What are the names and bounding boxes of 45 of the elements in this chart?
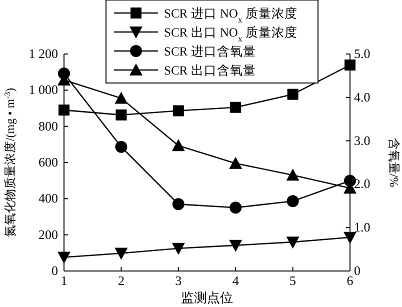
y-tick-label: 0 — [52, 263, 58, 278]
y2-tick-label: 4.0 — [354, 89, 370, 104]
x-tick-label: 2 — [118, 273, 124, 288]
point — [172, 242, 185, 255]
x-tick-label: 5 — [290, 273, 296, 288]
point — [344, 60, 356, 71]
point — [229, 240, 242, 252]
x-tick-label: 3 — [175, 273, 182, 288]
y2-tick-label: 0 — [354, 263, 360, 278]
y2-axis-title: 含氧量/% — [387, 138, 401, 188]
point — [115, 140, 128, 153]
y-tick-label: 1 200 — [28, 46, 58, 61]
y-tick-label: 200 — [38, 226, 58, 242]
point — [286, 195, 299, 208]
point — [229, 156, 242, 169]
legend-label: SCR 出口 NO$_{x}$ 质量浓度 — [164, 24, 298, 44]
y2-tick-label: 2.0 — [354, 176, 370, 192]
y-tick-label: 600 — [38, 154, 58, 170]
point — [172, 105, 184, 116]
y2-tick-label: 3.0 — [354, 132, 370, 148]
point — [230, 102, 242, 113]
point — [286, 236, 300, 249]
y2-tick-label: 1.0 — [354, 220, 370, 235]
point — [172, 139, 185, 152]
y-tick-label: 800 — [38, 118, 58, 134]
legend-label: SCR 进口 NO$_{x}$ 质量浓度 — [164, 6, 298, 24]
point — [58, 104, 70, 116]
point — [344, 232, 356, 244]
legend-label: SCR 出口含氧量 — [164, 64, 256, 78]
point — [286, 168, 300, 181]
point — [172, 198, 184, 210]
x-axis-title: 监测点位 — [181, 290, 233, 305]
point — [114, 248, 128, 260]
y-tick-label: 400 — [38, 190, 58, 206]
point — [114, 92, 128, 104]
point — [287, 88, 298, 100]
x-tick-label: 1 — [60, 273, 68, 288]
y2-tick-label: 5.0 — [354, 46, 370, 61]
point — [230, 202, 242, 214]
point — [116, 109, 127, 120]
x-tick-label: 4 — [232, 273, 240, 288]
y-tick-label: 1 000 — [28, 82, 58, 98]
legend-label: SCR 进口含氧量 — [164, 44, 256, 58]
point — [58, 252, 70, 264]
x-tick-label: 6 — [346, 273, 354, 288]
